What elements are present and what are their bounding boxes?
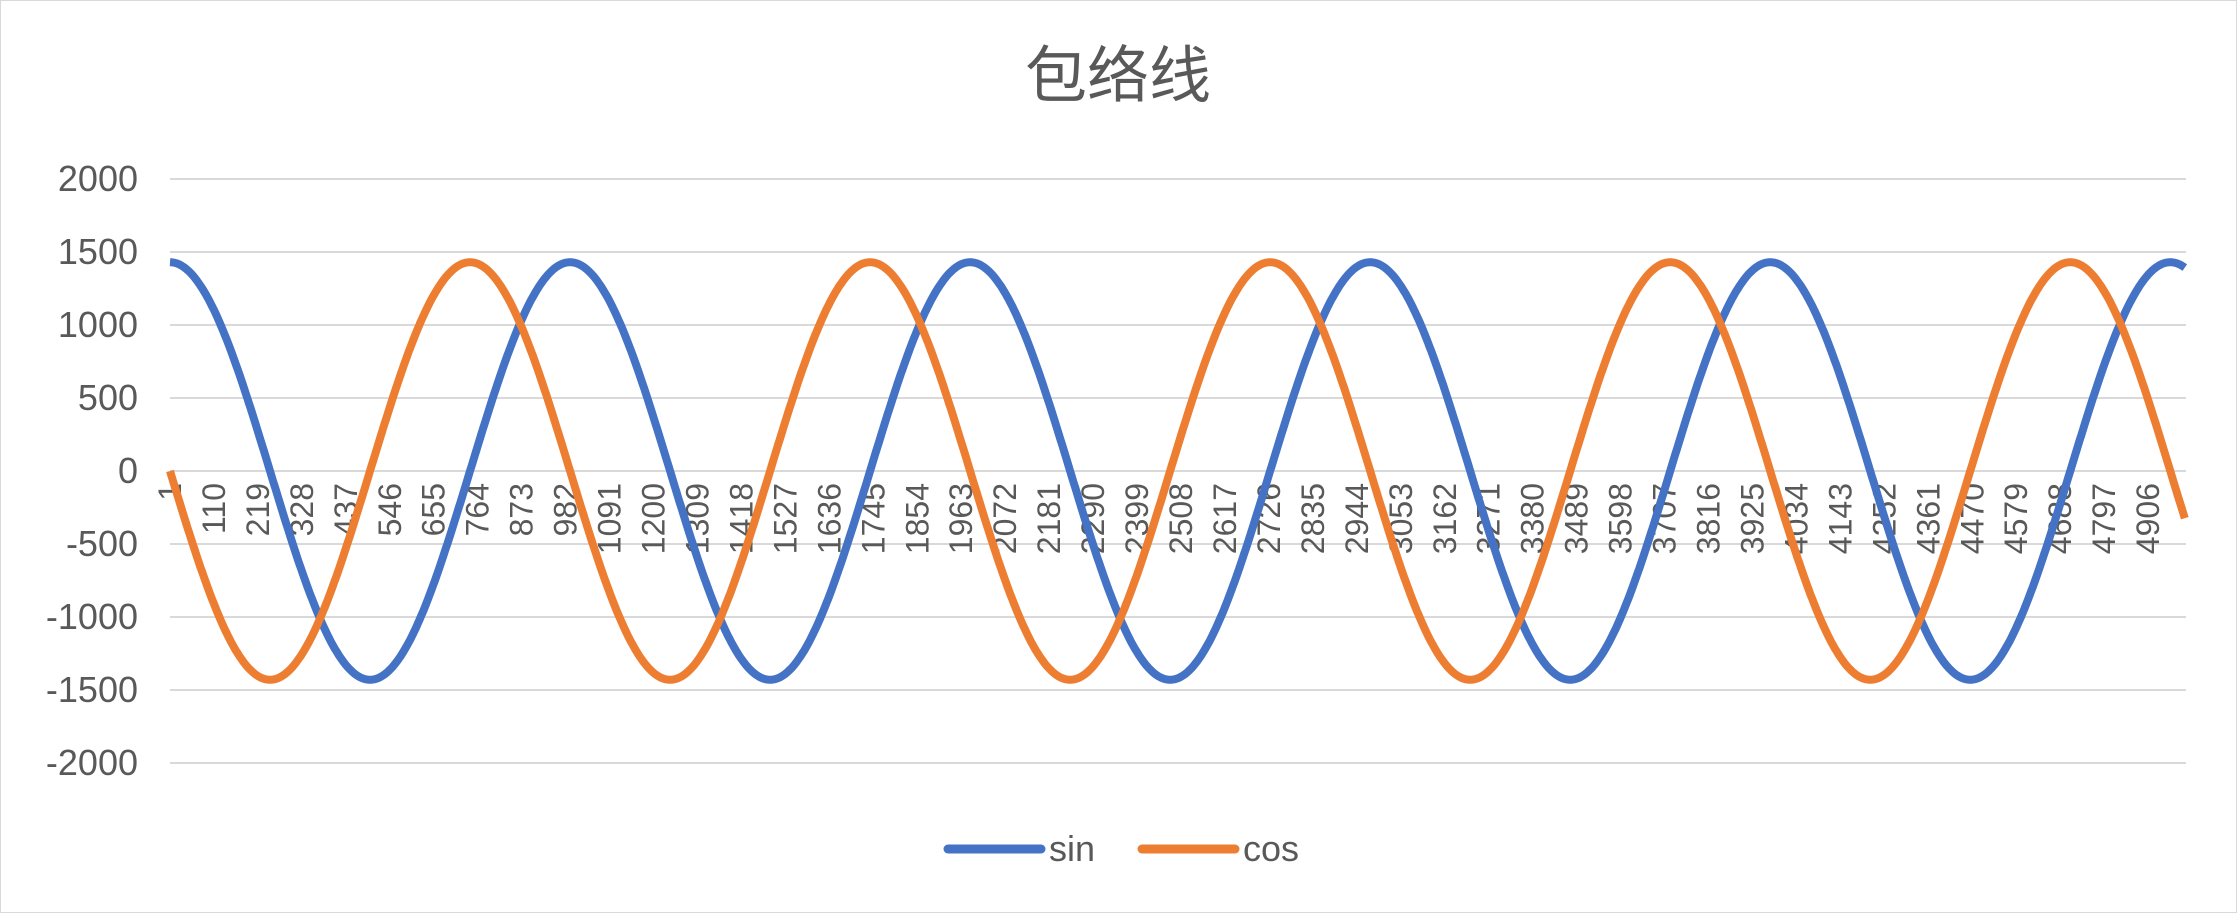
x-tick-label: 655 — [416, 483, 452, 536]
y-tick-label: -2000 — [46, 742, 138, 783]
x-tick-label: 110 — [196, 483, 232, 534]
y-tick-label: 1000 — [58, 304, 138, 345]
x-tick-label: 219 — [240, 483, 276, 536]
x-tick-label: 1091 — [592, 483, 628, 554]
x-axis: 1 110 219 328 437 546 655 764 873 982 1091 1200 1309… — [152, 483, 2166, 554]
x-tick-label: 4143 — [1822, 483, 1858, 554]
y-tick-label: 0 — [118, 450, 138, 491]
y-tick-label: -1000 — [46, 596, 138, 637]
y-tick-label: 1500 — [58, 231, 138, 272]
legend-label-cos: cos — [1243, 828, 1299, 869]
y-tick-label: 2000 — [58, 158, 138, 199]
x-tick-label: 3598 — [1603, 483, 1639, 554]
x-tick-label: 4906 — [2130, 483, 2166, 554]
x-tick-label: 2944 — [1339, 483, 1375, 554]
series-line-cos — [166, 258, 2189, 684]
x-tick-label: 4361 — [1910, 483, 1946, 554]
series-lines — [166, 258, 2189, 684]
y-axis: 2000 1500 1000 500 0 -500 -1000 -1500 -2000 — [46, 158, 138, 783]
y-tick-label: -500 — [66, 523, 138, 564]
x-tick-label: 2617 — [1207, 483, 1243, 554]
x-tick-label: 873 — [504, 483, 540, 536]
x-tick-label: 3816 — [1691, 483, 1727, 554]
x-tick-label: 1854 — [899, 483, 935, 554]
x-tick-label: 2508 — [1163, 483, 1199, 554]
series-line-sin — [167, 258, 2188, 684]
x-tick-label: 2835 — [1295, 483, 1331, 554]
x-tick-label: 1527 — [767, 483, 803, 554]
x-tick-label: 3925 — [1734, 483, 1770, 554]
grid-lines — [170, 178, 2186, 764]
x-tick-label: 4579 — [1998, 483, 2034, 554]
x-tick-label: 1636 — [811, 483, 847, 554]
x-tick-label: 3162 — [1427, 483, 1463, 554]
x-tick-label: 4797 — [2086, 483, 2122, 554]
y-tick-label: 500 — [78, 377, 138, 418]
legend-label-sin: sin — [1049, 828, 1095, 869]
legend: sin cos — [943, 828, 1299, 869]
x-tick-label: 1963 — [943, 483, 979, 554]
x-tick-label: 546 — [372, 483, 408, 536]
chart-title: 包络线 — [1025, 39, 1211, 112]
x-tick-label: 1 — [152, 483, 188, 501]
x-tick-label: 2181 — [1031, 483, 1067, 554]
y-tick-label: -1500 — [46, 669, 138, 710]
x-tick-label: 1200 — [636, 483, 672, 554]
